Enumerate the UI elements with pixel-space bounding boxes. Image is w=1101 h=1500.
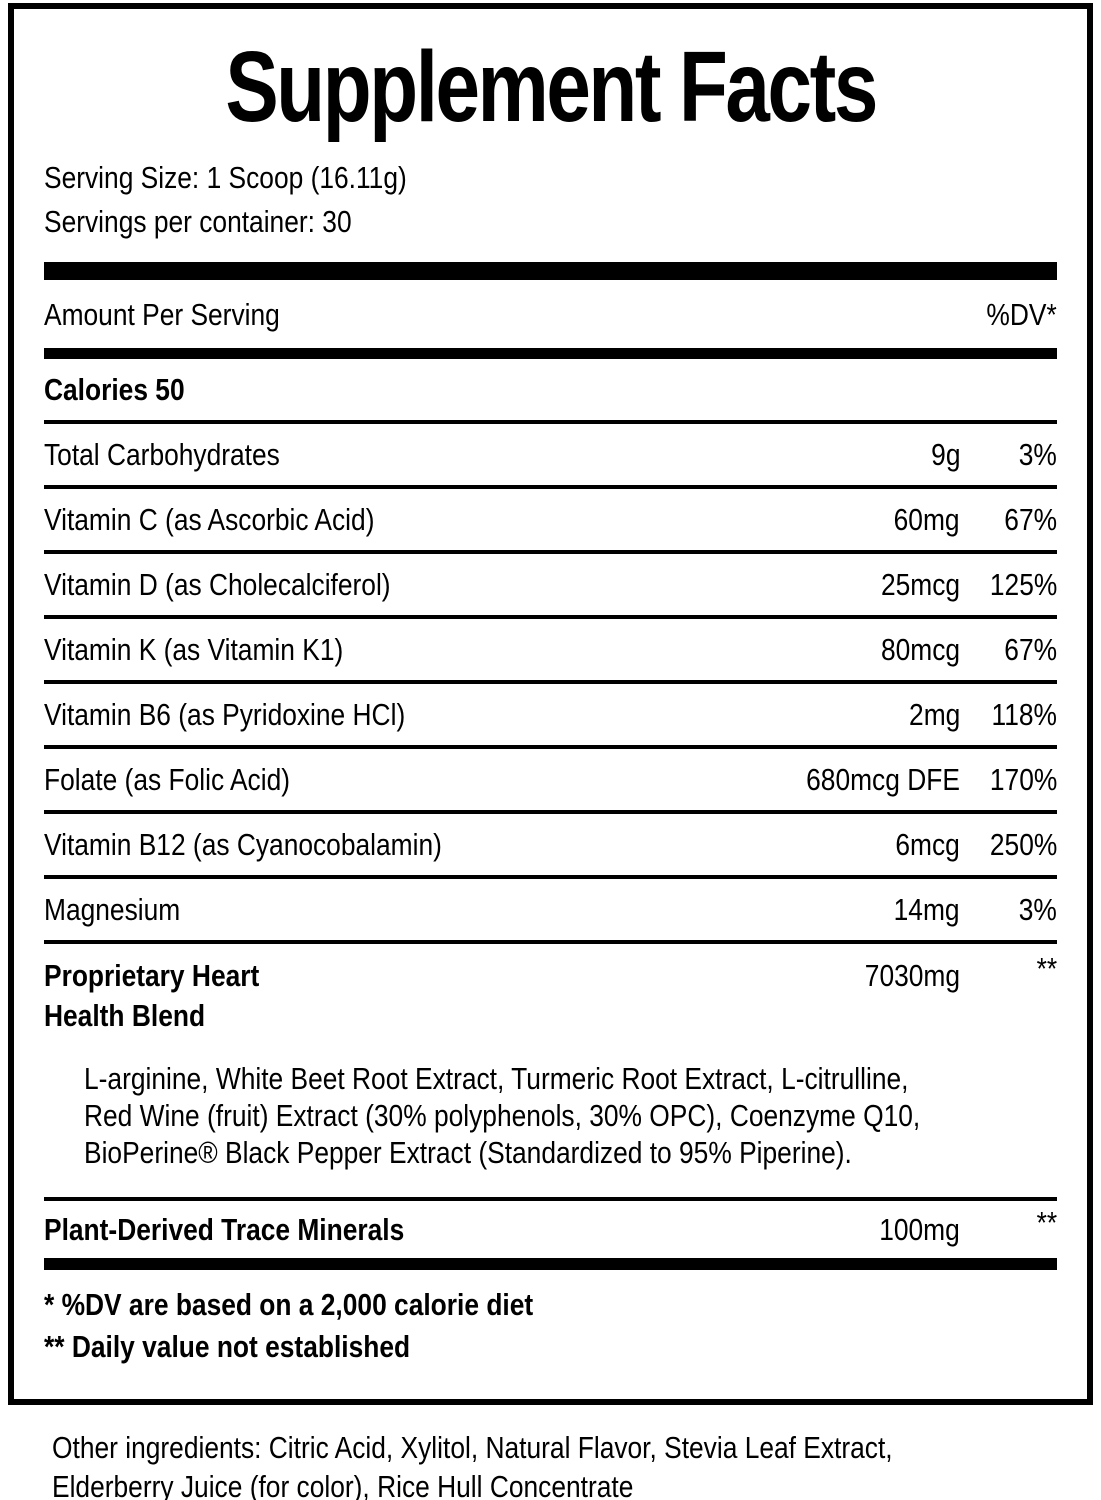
blend-description-line-3: BioPerine® Black Pepper Extract (Standar… (84, 1135, 852, 1170)
row-amount: 60mg (894, 501, 960, 537)
row-dv: 125% (989, 566, 1057, 602)
panel-title-text: Supplement Facts (225, 31, 878, 143)
other-ingredients: Other ingredients: Citric Acid, Xylitol,… (52, 1428, 1041, 1500)
column-header-row: Amount Per Serving %DV* (44, 280, 1057, 348)
row-dv: 67% (1004, 631, 1057, 667)
nutrient-row-vitamin-k: Vitamin K (as Vitamin K1) 80mcg 67% (44, 619, 1057, 684)
amount-per-serving-header: Amount Per Serving (44, 297, 280, 332)
panel-title: Supplement Facts (44, 35, 1057, 140)
trace-minerals-row: Plant-Derived Trace Minerals 100mg ** (44, 1201, 1057, 1258)
footnote-dv: * %DV are based on a 2,000 calorie diet (44, 1287, 534, 1322)
servings-per-container-line: Servings per container: 30 (44, 204, 352, 239)
blend-description: L-arginine, White Beet Root Extract, Tur… (44, 1060, 1057, 1171)
row-label: Vitamin B12 (as Cyanocobalamin) (44, 826, 442, 862)
nutrient-row-vitamin-b6: Vitamin B6 (as Pyridoxine HCl) 2mg 118% (44, 684, 1057, 749)
row-label: Vitamin C (as Ascorbic Acid) (44, 501, 375, 537)
blend-description-line-2: Red Wine (fruit) Extract (30% polyphenol… (84, 1098, 921, 1133)
blend-name-line-1: Proprietary Heart (44, 958, 260, 993)
row-dv: 67% (1004, 501, 1057, 537)
row-amount: 100mg (879, 1211, 960, 1247)
row-amount: 680mcg DFE (806, 761, 960, 797)
nutrient-row-vitamin-b12: Vitamin B12 (as Cyanocobalamin) 6mcg 250… (44, 814, 1057, 879)
supplement-facts-panel: Supplement Facts Serving Size: 1 Scoop (… (8, 3, 1093, 1405)
row-amount: 6mcg (895, 826, 960, 862)
footnote-daily-value: ** Daily value not established (44, 1329, 411, 1364)
serving-size-line: Serving Size: 1 Scoop (16.11g) (44, 160, 407, 195)
nutrient-row-total-carbohydrates: Total Carbohydrates 9g 3% (44, 424, 1057, 489)
row-dv: ** (1036, 1204, 1057, 1240)
nutrient-row-magnesium: Magnesium 14mg 3% (44, 879, 1057, 944)
row-amount: 2mg (908, 696, 960, 732)
calories-row: Calories 50 (44, 359, 1057, 424)
row-dv: 3% (1018, 891, 1057, 927)
row-dv: 118% (991, 696, 1057, 732)
other-ingredients-line-1: Other ingredients: Citric Acid, Xylitol,… (52, 1430, 893, 1465)
row-amount: 9g (930, 436, 960, 472)
nutrient-row-folate: Folate (as Folic Acid) 680mcg DFE 170% (44, 749, 1057, 814)
dv-header: %DV* (986, 297, 1057, 332)
nutrient-row-vitamin-c: Vitamin C (as Ascorbic Acid) 60mg 67% (44, 489, 1057, 554)
row-label: Vitamin B6 (as Pyridoxine HCl) (44, 696, 406, 732)
row-amount: 25mcg (880, 566, 960, 602)
divider-bar-header (44, 348, 1057, 359)
row-label: Vitamin K (as Vitamin K1) (44, 631, 344, 667)
row-label: Plant-Derived Trace Minerals (44, 1211, 405, 1247)
row-label: Folate (as Folic Acid) (44, 761, 291, 797)
blend-description-line-1: L-arginine, White Beet Root Extract, Tur… (84, 1061, 909, 1096)
proprietary-blend-row: Proprietary Heart Health Blend 7030mg ** (44, 951, 1057, 1036)
row-amount: 14mg (894, 891, 960, 927)
serving-info: Serving Size: 1 Scoop (16.11g) Servings … (44, 156, 1057, 244)
blend-amount: 7030mg (864, 958, 960, 993)
footnotes: * %DV are based on a 2,000 calorie diet … (44, 1270, 1057, 1368)
blend-dv-asterisks: ** (1036, 951, 1057, 986)
other-ingredients-line-2: Elderberry Juice (for color), Rice Hull … (52, 1469, 634, 1500)
row-dv: 250% (989, 826, 1057, 862)
blend-name: Proprietary Heart Health Blend (44, 956, 848, 1036)
calories-label: Calories 50 (44, 371, 185, 407)
row-amount: 80mcg (880, 631, 960, 667)
divider-bar-top (44, 262, 1057, 280)
row-dv: 170% (989, 761, 1057, 797)
row-label: Magnesium (44, 891, 181, 927)
nutrient-row-vitamin-d: Vitamin D (as Cholecalciferol) 25mcg 125… (44, 554, 1057, 619)
divider-bar-bottom (44, 1258, 1057, 1270)
row-label: Total Carbohydrates (44, 436, 280, 472)
proprietary-blend-section: Proprietary Heart Health Blend 7030mg **… (44, 944, 1057, 1201)
row-label: Vitamin D (as Cholecalciferol) (44, 566, 391, 602)
blend-name-line-2: Health Blend (44, 998, 206, 1033)
row-dv: 3% (1018, 436, 1057, 472)
